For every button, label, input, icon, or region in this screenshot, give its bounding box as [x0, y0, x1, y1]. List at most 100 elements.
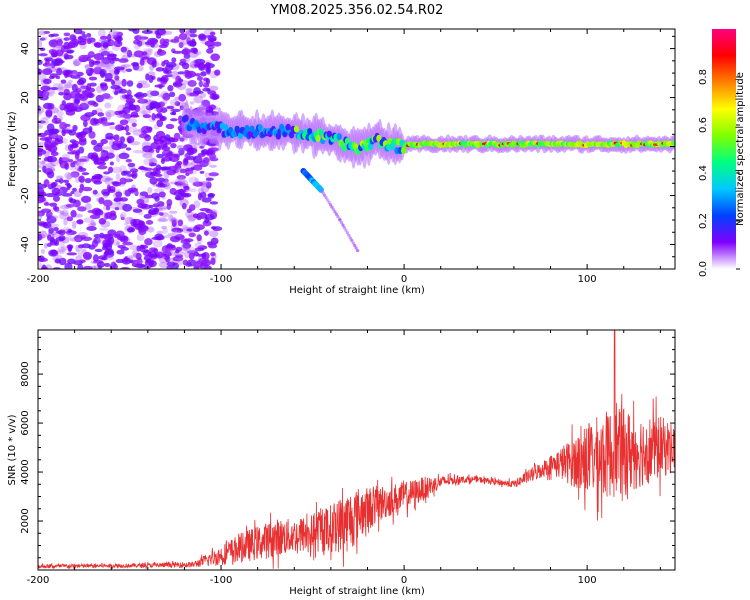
- noise-blob: [209, 164, 217, 168]
- noise-blob: [67, 79, 73, 84]
- noise-blob: [78, 56, 88, 63]
- noise-blob: [176, 228, 184, 233]
- noise-blob: [160, 77, 168, 85]
- colorbar-tick-label: 0.6: [698, 117, 709, 133]
- noise-blob: [95, 60, 101, 64]
- noise-blob: [156, 49, 167, 56]
- colorbar-tick-label: 0.4: [698, 165, 709, 181]
- noise-blob: [140, 125, 152, 134]
- noise-blob: [169, 187, 177, 195]
- noise-blob: [73, 190, 82, 198]
- noise-blob: [158, 216, 167, 222]
- noise-blob: [158, 212, 164, 216]
- noise-blob: [93, 41, 102, 48]
- noise-blob: [63, 53, 69, 60]
- noise-blob: [208, 172, 219, 177]
- noise-blob: [66, 252, 78, 256]
- noise-blob: [182, 56, 191, 64]
- noise-blob: [192, 213, 199, 219]
- noise-blob: [74, 163, 81, 172]
- noise-blob: [77, 40, 87, 46]
- noise-blob: [103, 251, 108, 259]
- noise-blob: [207, 147, 219, 152]
- noise-blob: [134, 190, 139, 197]
- noise-blob: [183, 158, 189, 164]
- noise-blob: [172, 36, 180, 45]
- noise-blob: [164, 134, 171, 142]
- noise-blob: [70, 209, 77, 218]
- noise-blob: [122, 50, 130, 55]
- noise-blob: [179, 137, 185, 142]
- noise-blob: [119, 177, 127, 185]
- ridge-blob: [671, 140, 675, 146]
- noise-blob: [196, 253, 206, 257]
- noise-blob: [38, 106, 45, 114]
- noise-blob: [189, 101, 195, 105]
- noise-blob: [204, 40, 215, 47]
- branch-blob: [354, 246, 358, 250]
- noise-blob: [149, 204, 154, 209]
- noise-blob: [186, 170, 198, 175]
- noise-blob: [148, 40, 158, 46]
- noise-blob: [158, 166, 169, 171]
- noise-blob: [201, 258, 212, 266]
- noise-blob: [38, 53, 48, 57]
- noise-blob: [178, 93, 187, 102]
- branch-blob: [338, 218, 342, 222]
- noise-blob: [134, 263, 146, 269]
- noise-blob: [125, 147, 132, 151]
- ridge-blob: [285, 123, 291, 131]
- noise-blob: [84, 178, 92, 184]
- noise-blob: [179, 29, 186, 34]
- noise-blob: [174, 195, 182, 201]
- noise-blob: [177, 145, 185, 151]
- noise-blob: [194, 242, 203, 249]
- noise-blob: [90, 38, 96, 45]
- noise-blob: [149, 39, 158, 43]
- noise-blob: [101, 85, 107, 92]
- noise-blob: [115, 230, 125, 238]
- noise-blob: [71, 220, 77, 229]
- noise-blob: [139, 191, 149, 197]
- noise-blob: [214, 69, 221, 76]
- noise-blob: [79, 183, 85, 189]
- noise-blob: [114, 206, 120, 211]
- noise-blob: [90, 220, 96, 226]
- noise-blob: [120, 46, 128, 53]
- noise-blob: [38, 72, 47, 81]
- noise-blob: [100, 84, 109, 91]
- noise-blob: [170, 137, 176, 143]
- noise-blob: [143, 213, 152, 219]
- noise-blob: [128, 104, 137, 111]
- noise-blob: [57, 209, 62, 214]
- noise-blob: [126, 173, 137, 177]
- noise-blob: [151, 112, 156, 121]
- noise-blob: [58, 82, 64, 91]
- spectrogram-y-axis: -40 -20 0 20 40: [20, 35, 675, 270]
- noise-blob: [196, 212, 208, 219]
- noise-blob: [58, 257, 67, 266]
- noise-blob: [158, 261, 169, 268]
- noise-blob: [205, 159, 210, 163]
- noise-blob: [41, 266, 48, 269]
- noise-blob: [154, 84, 165, 88]
- noise-blob: [154, 30, 160, 35]
- noise-blob: [136, 245, 141, 252]
- noise-blob: [162, 178, 169, 183]
- noise-blob: [138, 107, 146, 115]
- noise-blob: [152, 203, 160, 208]
- y-tick-label: -20: [20, 187, 31, 203]
- noise-blob: [109, 60, 115, 64]
- noise-blob: [81, 172, 90, 176]
- x-tick-label: 100: [578, 575, 597, 586]
- noise-blob: [90, 260, 99, 265]
- noise-blob: [41, 36, 48, 41]
- colorbar-tick-label: 0.8: [698, 69, 709, 85]
- noise-blob: [202, 87, 211, 92]
- noise-blob: [102, 243, 109, 249]
- noise-blob: [88, 59, 95, 68]
- noise-blob: [58, 116, 64, 121]
- noise-blob: [209, 157, 219, 162]
- y-tick-label: 8000: [20, 361, 31, 386]
- noise-blob: [156, 119, 164, 128]
